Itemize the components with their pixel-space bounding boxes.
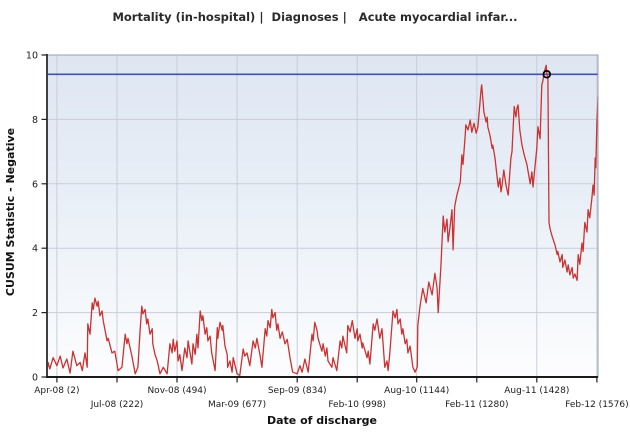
x-axis-title: Date of discharge (267, 414, 377, 427)
x-tick-label: Mar-09 (677) (208, 400, 266, 410)
x-tick-label: Jul-08 (222) (90, 400, 144, 410)
y-tick-label: 6 (32, 179, 38, 190)
x-tick-label: Feb-10 (998) (328, 400, 386, 410)
y-tick-label: 2 (32, 308, 38, 319)
axis-ticks (41, 54, 598, 383)
cusum-line (46, 64, 599, 377)
gridlines (47, 55, 598, 377)
x-tick-label: Feb-11 (1280) (445, 400, 508, 410)
y-tick-label: 0 (32, 373, 38, 384)
x-tick-label: Sep-09 (834) (268, 386, 327, 396)
cusum-line-group (46, 64, 599, 377)
signal-marker-circle (542, 70, 552, 79)
axis-tick-labels: 0 2 4 6 8 10 Apr-08 (2) Jul-08 (222)Nov-08 (494… (26, 51, 629, 411)
y-tick-label: 10 (26, 51, 38, 62)
x-tick-label: Feb-12 (1576) (565, 400, 628, 410)
y-tick-label: 8 (32, 115, 38, 126)
y-axis-title: CUSUM Statistic - Negative (4, 128, 17, 296)
x-tick-label: Nov-08 (494) (147, 386, 206, 396)
plot-background (47, 55, 598, 377)
y-tick-label: 4 (32, 244, 38, 255)
x-tick-label: Aug-11 (1428) (504, 386, 569, 396)
x-tick-label: Apr-08 (2) (34, 386, 79, 396)
chart-title: Mortality (in-hospital) | Diagnoses | Ac… (112, 10, 517, 24)
x-tick-label: Aug-10 (1144) (384, 386, 449, 396)
signal-marker-group (542, 70, 552, 79)
plot-frame (46, 54, 599, 378)
